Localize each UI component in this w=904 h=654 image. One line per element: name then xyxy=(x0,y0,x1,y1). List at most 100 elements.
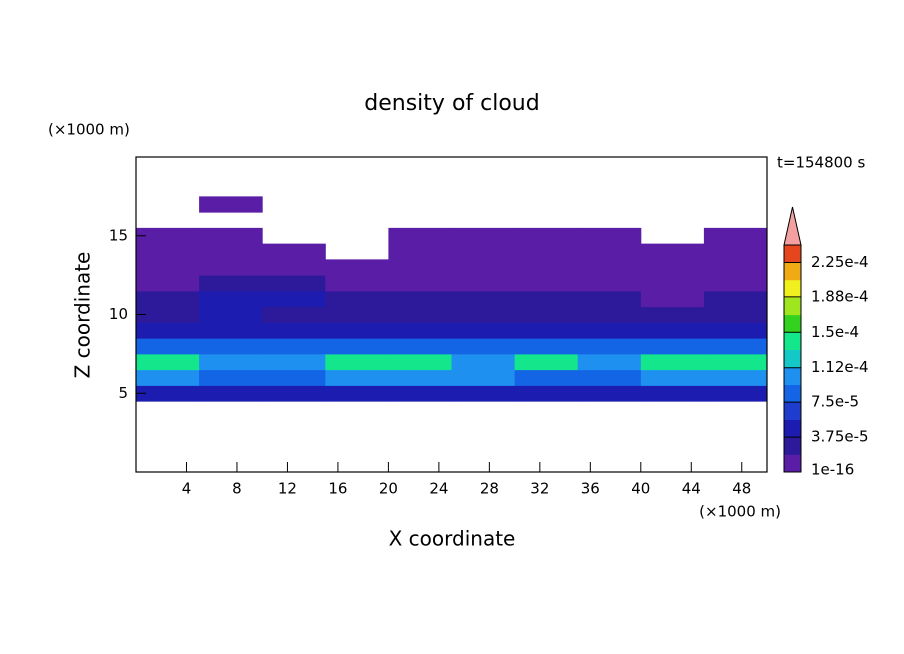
contour-cell xyxy=(262,290,326,308)
colorbar-label: 1.5e-4 xyxy=(811,323,859,341)
contour-cell xyxy=(577,227,642,245)
contour-cell xyxy=(388,259,452,276)
chart-title: density of cloud xyxy=(364,91,539,116)
colorbar-label: 2.25e-4 xyxy=(811,253,869,271)
contour-cell xyxy=(703,338,768,355)
contour-cell xyxy=(325,385,389,402)
y-unit: (×1000 m) xyxy=(48,121,130,139)
contour-cell xyxy=(451,322,516,339)
x-unit: (×1000 m) xyxy=(699,503,781,521)
contour-cell xyxy=(703,259,768,276)
contour-cell xyxy=(199,385,263,402)
contour-cell xyxy=(514,369,579,386)
contour-cell xyxy=(514,243,579,260)
contour-cell xyxy=(199,290,263,308)
colorbar-label: 1.88e-4 xyxy=(811,287,869,305)
contour-cell xyxy=(388,243,452,260)
contour-cell xyxy=(136,369,200,386)
colorbar-band xyxy=(784,314,801,333)
contour-cell xyxy=(451,353,516,371)
y-axis-title: Z coordinate xyxy=(71,252,95,379)
contour-cell xyxy=(262,306,326,323)
contour-cell xyxy=(325,306,389,323)
colorbar-band xyxy=(784,332,801,351)
contour-cell xyxy=(640,322,705,339)
contour-cell xyxy=(451,243,516,260)
contour-cell xyxy=(451,369,516,386)
colorbar-band xyxy=(784,262,801,281)
contour-cell xyxy=(577,243,642,260)
contour-cell xyxy=(136,227,200,245)
colorbar-band xyxy=(784,297,801,316)
contour-cell xyxy=(262,243,326,260)
contour-cell xyxy=(199,275,263,292)
contour-cell xyxy=(514,353,579,371)
colorbar-band xyxy=(784,367,801,385)
contour-cell xyxy=(451,338,516,355)
contour-cell xyxy=(514,290,579,308)
contour-cell xyxy=(451,275,516,292)
contour-cell xyxy=(388,353,452,371)
contour-cell xyxy=(640,338,705,355)
contour-cell xyxy=(451,306,516,323)
x-tick-label: 12 xyxy=(278,480,297,498)
contour-cell xyxy=(577,306,642,323)
contour-cell xyxy=(388,385,452,402)
contour-cell xyxy=(577,259,642,276)
contour-cell xyxy=(577,385,642,402)
x-tick-label: 48 xyxy=(732,480,751,498)
x-tick-label: 40 xyxy=(631,480,650,498)
contour-cell xyxy=(577,275,642,292)
y-tick-label: 15 xyxy=(109,226,128,244)
contour-cell xyxy=(577,353,642,371)
x-tick-label: 36 xyxy=(581,480,600,498)
contour-cell xyxy=(136,322,200,339)
x-tick-label: 32 xyxy=(530,480,549,498)
contour-cell xyxy=(703,275,768,292)
contour-cell xyxy=(388,322,452,339)
contour-cell xyxy=(451,290,516,308)
colorbar-band xyxy=(784,437,801,455)
contour-cell xyxy=(325,369,389,386)
contour-cell xyxy=(136,259,200,276)
contour-cell xyxy=(388,369,452,386)
contour-cell xyxy=(136,290,200,308)
colorbar-label: 1.12e-4 xyxy=(811,358,869,376)
contour-cell xyxy=(514,322,579,339)
contour-cell xyxy=(136,353,200,371)
contour-cell xyxy=(514,338,579,355)
colorbar-band xyxy=(784,419,801,438)
contour-cell xyxy=(451,385,516,402)
contour-cell xyxy=(325,322,389,339)
contour-cell xyxy=(325,353,389,371)
contour-cell xyxy=(451,259,516,276)
contour-cell xyxy=(703,385,768,402)
contour-cell xyxy=(703,353,768,371)
contour-cell xyxy=(703,290,768,308)
contour-cell xyxy=(577,322,642,339)
contour-cell xyxy=(262,259,326,276)
contour-cell xyxy=(640,306,705,323)
contour-cell xyxy=(199,243,263,260)
contour-cell xyxy=(262,338,326,355)
x-tick-label: 28 xyxy=(480,480,499,498)
contour-cell xyxy=(514,306,579,323)
contour-cell xyxy=(199,196,263,213)
contour-cell xyxy=(577,369,642,386)
contour-cell xyxy=(199,338,263,355)
contour-cell xyxy=(136,275,200,292)
contour-cell xyxy=(703,322,768,339)
colorbar-label: 3.75e-5 xyxy=(811,428,869,446)
contour-cell xyxy=(199,322,263,339)
contour-cell xyxy=(136,306,200,323)
contour-cell xyxy=(136,385,200,402)
contour-cell xyxy=(703,243,768,260)
x-tick-label: 24 xyxy=(429,480,448,498)
contour-cell xyxy=(262,322,326,339)
contour-cell xyxy=(325,338,389,355)
contour-cell xyxy=(199,353,263,371)
contour-cell xyxy=(388,275,452,292)
contour-cell xyxy=(703,369,768,386)
contour-cell xyxy=(199,369,263,386)
